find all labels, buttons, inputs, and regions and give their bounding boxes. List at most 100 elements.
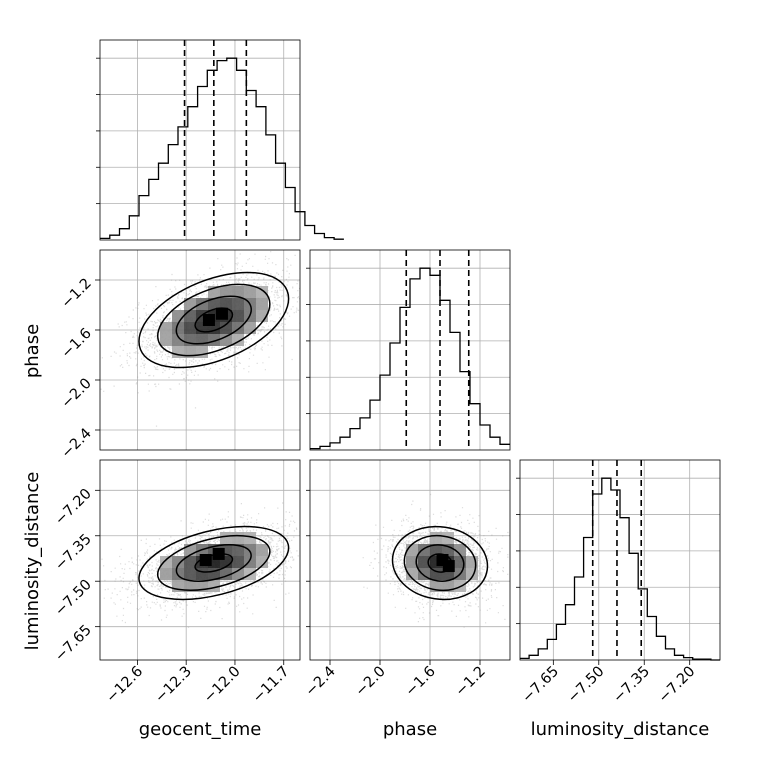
contour-line bbox=[138, 271, 290, 369]
panel-content bbox=[100, 250, 300, 450]
density-bin bbox=[232, 286, 244, 298]
contour-line bbox=[415, 544, 465, 582]
density-bin bbox=[244, 286, 256, 298]
density-peak bbox=[436, 554, 449, 566]
density-bin bbox=[184, 580, 196, 592]
histogram-step-line bbox=[310, 267, 510, 450]
panel-frame bbox=[99, 249, 301, 451]
density-bin bbox=[208, 334, 220, 346]
x-tick-label-geocent-time: −11.7 bbox=[250, 664, 293, 707]
density-bin bbox=[232, 544, 244, 556]
contour-line bbox=[175, 295, 252, 345]
x-tick-label-geocent-time: −12.6 bbox=[103, 664, 146, 707]
density-bin bbox=[244, 544, 256, 556]
corner-panels: −12.6 −12.3 −12.0 −11.7 −2.4 −2.0 −1.6 −1.2 −7.6… bbox=[52, 39, 721, 707]
density-bin bbox=[232, 310, 244, 322]
density-bin bbox=[220, 286, 232, 298]
x-tick-label-geocent-time: −12.0 bbox=[201, 664, 244, 707]
x-tick-label-luminosity-distance: −7.35 bbox=[610, 664, 653, 707]
panel-frame bbox=[309, 249, 511, 451]
axis-labels: geocent_time phase luminosity_distance p… bbox=[22, 324, 709, 740]
histogram-step-line bbox=[100, 57, 344, 240]
density-bin bbox=[220, 298, 232, 310]
density-bin bbox=[244, 556, 256, 568]
density-bin bbox=[160, 568, 172, 580]
density-bin bbox=[160, 556, 172, 568]
density-bin bbox=[196, 346, 208, 358]
density-bin bbox=[232, 556, 244, 568]
density-bin bbox=[406, 568, 418, 580]
density-bin bbox=[172, 556, 184, 568]
panel-frame bbox=[309, 459, 511, 661]
density-bin bbox=[184, 310, 196, 322]
density-bin bbox=[244, 322, 256, 334]
x-tick-label-phase: −2.0 bbox=[353, 664, 389, 700]
scatter-panel-geocent-time-vs-phase bbox=[99, 249, 301, 451]
density-bin bbox=[184, 556, 196, 568]
x-axis-label-phase: phase bbox=[383, 719, 437, 740]
density-bin bbox=[232, 532, 244, 544]
histogram-panel-phase bbox=[306, 249, 511, 451]
density-bin bbox=[244, 532, 256, 544]
scatter-panel-geocent-time-vs-luminosity-distance bbox=[99, 459, 301, 661]
density-peak bbox=[199, 554, 212, 566]
density-bin bbox=[172, 322, 184, 334]
density-bin bbox=[160, 334, 172, 346]
contour-line bbox=[194, 553, 234, 573]
density-bin bbox=[232, 568, 244, 580]
contour-line bbox=[156, 283, 271, 357]
density-peak bbox=[202, 314, 215, 326]
density-bin bbox=[256, 556, 268, 568]
x-tick-label-luminosity-distance: −7.65 bbox=[519, 664, 562, 707]
y-axis-label-phase: phase bbox=[22, 324, 43, 378]
contour-line bbox=[194, 307, 234, 333]
density-bin bbox=[220, 334, 232, 346]
histogram-panel-geocent-time bbox=[96, 39, 344, 241]
panel-content bbox=[100, 460, 300, 660]
density-bin bbox=[406, 556, 418, 568]
density-bin bbox=[430, 532, 442, 544]
density-bin bbox=[172, 346, 184, 358]
density-bin bbox=[232, 298, 244, 310]
x-axis-label-luminosity-distance: luminosity_distance bbox=[531, 719, 710, 740]
x-tick-label-phase: −1.2 bbox=[453, 664, 489, 700]
y-tick-label-phase: −1.2 bbox=[59, 276, 95, 312]
density-bin bbox=[184, 322, 196, 334]
y-tick-label-luminosity-distance: −7.20 bbox=[52, 486, 95, 529]
x-tick-label-geocent-time: −12.3 bbox=[152, 664, 195, 707]
density-bin bbox=[442, 532, 454, 544]
density-peak bbox=[212, 547, 225, 560]
density-bin bbox=[172, 310, 184, 322]
density-bin bbox=[172, 334, 184, 346]
density-bin bbox=[256, 298, 268, 310]
density-bin bbox=[256, 544, 268, 556]
y-tick-label-phase: −2.0 bbox=[59, 376, 95, 412]
x-tick-label-phase: −1.6 bbox=[403, 664, 439, 700]
y-tick-label-luminosity-distance: −7.50 bbox=[52, 577, 95, 620]
y-tick-label-phase: −2.4 bbox=[59, 426, 95, 462]
density-bin bbox=[454, 544, 466, 556]
x-tick-label-luminosity-distance: −7.50 bbox=[565, 664, 608, 707]
y-tick-label-luminosity-distance: −7.65 bbox=[52, 622, 95, 665]
scatter-panel-phase-vs-luminosity-distance bbox=[309, 459, 511, 661]
y-tick-label-luminosity-distance: −7.35 bbox=[52, 531, 95, 574]
contour-line bbox=[156, 534, 271, 591]
density-bin bbox=[184, 568, 196, 580]
density-bin bbox=[160, 322, 172, 334]
histogram-panel-luminosity-distance bbox=[516, 459, 721, 661]
density-bin bbox=[220, 322, 232, 334]
contour-line bbox=[138, 525, 290, 601]
density-bin bbox=[256, 286, 268, 298]
density-bin bbox=[430, 544, 442, 556]
contour-line bbox=[403, 534, 477, 592]
panel-frame bbox=[519, 459, 721, 661]
density-bin bbox=[418, 556, 430, 568]
contour-line bbox=[175, 544, 252, 582]
contour-line bbox=[391, 525, 489, 601]
density-peak bbox=[215, 307, 228, 320]
panel-content bbox=[310, 460, 510, 660]
density-bin bbox=[184, 298, 196, 310]
panel-frame bbox=[99, 39, 301, 241]
y-axis-label-luminosity-distance: luminosity_distance bbox=[22, 472, 43, 651]
